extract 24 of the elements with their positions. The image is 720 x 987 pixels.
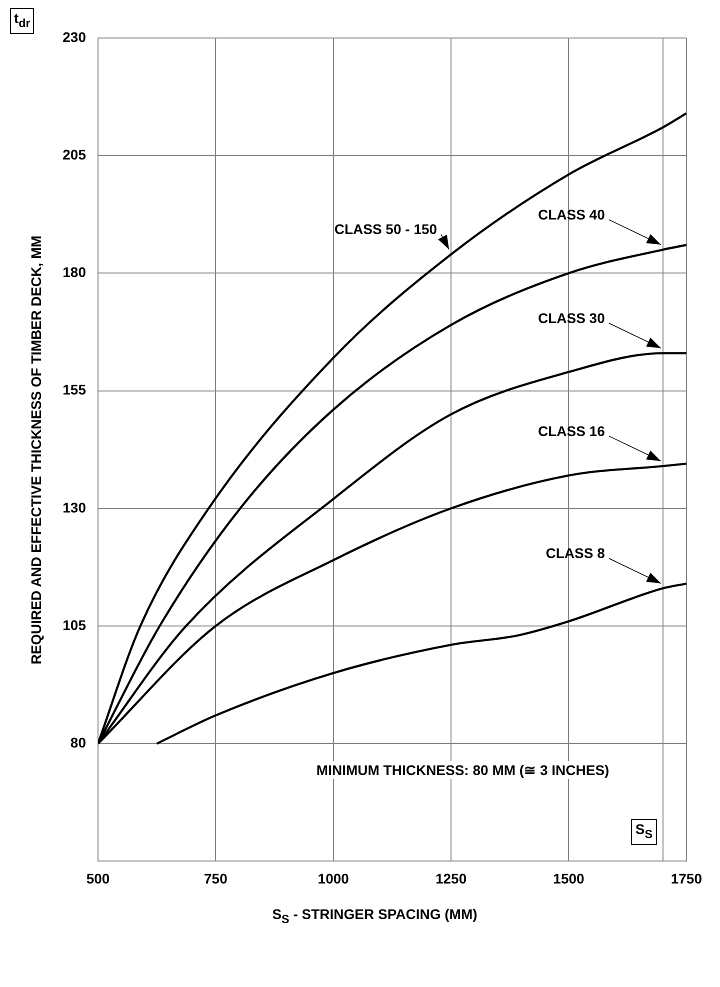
y-tick-label: 155 [62, 382, 86, 398]
y-axis-title: REQUIRED AND EFFECTIVE THICKNESS OF TIMBER DECK, MM [28, 235, 44, 664]
y-tick-label: 230 [62, 28, 86, 45]
y-tick-label: 205 [62, 146, 86, 162]
series-label: CLASS 50 - 150 [334, 221, 438, 238]
y-tick-label: 130 [62, 499, 86, 516]
x-tick-label: 750 [204, 870, 228, 886]
text: CLASS 40 [538, 206, 606, 223]
x-tick-label: 1750 [670, 870, 702, 886]
y-tick-label: 180 [62, 264, 86, 280]
y-tick-label: 80 [70, 734, 86, 750]
x-axis-title: S$_{S}$ - STRINGER SPACING (MM) [272, 906, 478, 926]
x-tick-label: 1250 [435, 870, 467, 886]
text: CLASS 16 [538, 422, 606, 439]
x-tick-label: 1500 [553, 870, 585, 886]
line-series [156, 582, 686, 745]
annotation: S$_{S}$ [631, 819, 657, 845]
text: t$_{dr}$ [10, 8, 34, 34]
text: CLASS 8 [546, 545, 606, 562]
x-tick-label: 1000 [318, 870, 350, 886]
text: CLASS 30 [538, 310, 606, 326]
annotation: MINIMUM THICKNESS: 80 MM (≅ 3 INCHES) [316, 761, 610, 780]
x-tick-label: 500 [86, 870, 110, 886]
y-tick-label: 105 [62, 616, 86, 633]
